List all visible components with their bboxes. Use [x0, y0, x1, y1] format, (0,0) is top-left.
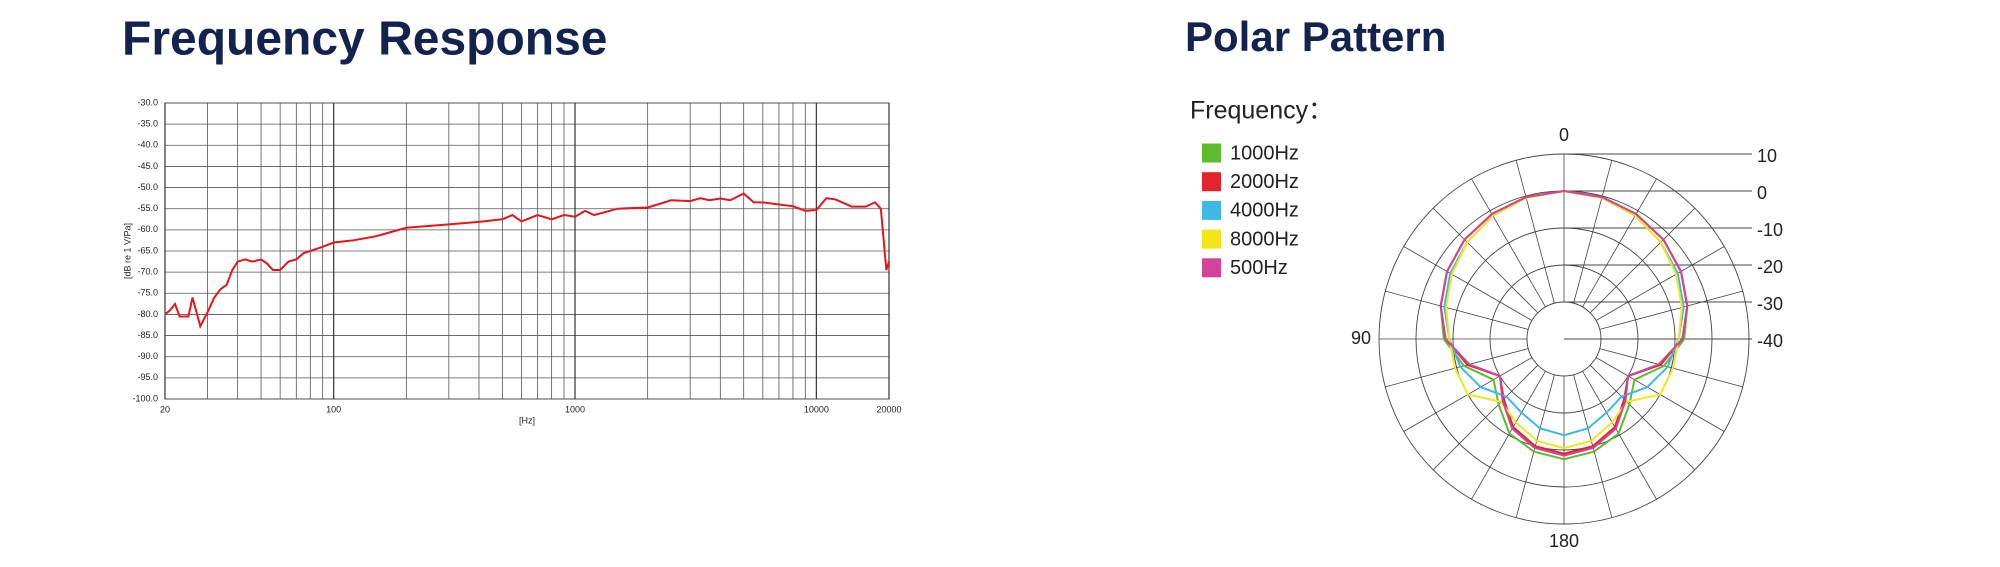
legend-swatch	[1202, 143, 1221, 163]
legend-swatch	[1202, 229, 1221, 249]
r-tick-label: 10	[1757, 146, 1777, 166]
y-tick-label: -75.0	[137, 288, 158, 298]
x-axis-label: [Hz]	[519, 415, 535, 425]
x-tick-label: 20000	[876, 404, 901, 414]
polar-line	[1445, 189, 1683, 450]
r-tick-label: 0	[1757, 183, 1767, 203]
y-tick-label: -35.0	[137, 119, 158, 129]
y-tick-label: -60.0	[137, 224, 158, 234]
legend-label: 500Hz	[1230, 257, 1288, 279]
x-tick-label: 1000	[565, 404, 585, 414]
legend-label: 2000Hz	[1230, 171, 1299, 193]
y-tick-label: -70.0	[137, 267, 158, 277]
theta-tick-label: 180	[1549, 531, 1579, 551]
legend-swatch	[1202, 258, 1221, 278]
polar-line	[1443, 189, 1685, 437]
legend-label: 4000Hz	[1230, 200, 1299, 222]
y-axis-label: [dB re 1 V/Pa]	[122, 223, 132, 279]
chart-title: Frequency Response	[122, 13, 607, 66]
theta-tick-label: 90	[1351, 328, 1371, 348]
y-tick-label: -65.0	[137, 245, 158, 255]
r-tick-label: -40	[1757, 331, 1783, 351]
x-tick-label: 100	[326, 404, 341, 414]
r-tick-label: -10	[1757, 220, 1783, 240]
y-tick-label: -55.0	[137, 203, 158, 213]
theta-tick-label: 0	[1559, 125, 1569, 145]
y-tick-label: -50.0	[137, 182, 158, 192]
legend-label: 1000Hz	[1230, 142, 1299, 164]
x-tick-label: 10000	[804, 404, 829, 414]
legend-swatch	[1202, 172, 1221, 192]
y-tick-label: -95.0	[137, 372, 158, 382]
y-tick-label: -85.0	[137, 330, 158, 340]
polar-line	[1439, 189, 1689, 457]
y-tick-label: -90.0	[137, 351, 158, 361]
r-tick-label: -20	[1757, 257, 1783, 277]
legend-swatch	[1202, 200, 1221, 220]
x-tick-label: 20	[160, 404, 170, 414]
y-tick-label: -80.0	[137, 309, 158, 319]
chart-title: Polar Pattern	[1185, 13, 1446, 60]
y-tick-label: -30.0	[137, 97, 158, 107]
y-tick-label: -100.0	[132, 393, 158, 403]
legend-title: Frequency：	[1190, 97, 1333, 125]
legend-label: 8000Hz	[1230, 228, 1299, 250]
y-tick-label: -45.0	[137, 161, 158, 171]
y-tick-label: -40.0	[137, 140, 158, 150]
r-tick-label: -30	[1757, 294, 1783, 314]
data-line	[164, 192, 890, 330]
